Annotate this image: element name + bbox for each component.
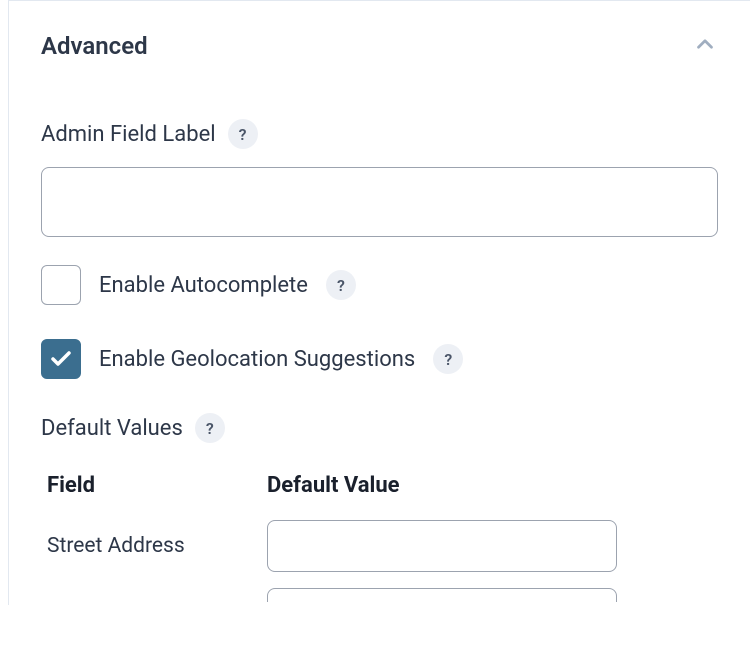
row-value-input[interactable] — [267, 520, 617, 572]
help-icon[interactable]: ? — [195, 413, 225, 443]
table-row — [47, 586, 718, 605]
col-value-header: Default Value — [267, 473, 718, 498]
geolocation-row: Enable Geolocation Suggestions ? — [41, 339, 718, 379]
row-field-label: Street Address — [47, 534, 267, 558]
col-field-header: Field — [47, 473, 267, 498]
admin-field-label-block: Admin Field Label ? — [41, 119, 718, 237]
chevron-up-icon — [692, 31, 718, 61]
table-head: Field Default Value — [47, 473, 718, 498]
help-icon[interactable]: ? — [228, 119, 258, 149]
autocomplete-checkbox[interactable] — [41, 265, 81, 305]
default-values-heading: Default Values — [41, 416, 183, 441]
table-row: Street Address — [47, 520, 718, 572]
help-icon[interactable]: ? — [433, 344, 463, 374]
admin-field-label-input[interactable] — [41, 167, 718, 237]
default-values-table: Field Default Value Street Address — [41, 473, 718, 605]
section-title: Advanced — [41, 32, 148, 60]
help-icon[interactable]: ? — [326, 270, 356, 300]
row-value-input[interactable] — [267, 588, 617, 602]
advanced-panel: Advanced Admin Field Label ? Enable Auto… — [8, 0, 750, 605]
section-body: Admin Field Label ? Enable Autocomplete … — [9, 79, 750, 605]
autocomplete-row: Enable Autocomplete ? — [41, 265, 718, 305]
geolocation-checkbox[interactable] — [41, 339, 81, 379]
geolocation-label: Enable Geolocation Suggestions — [99, 347, 415, 372]
default-values-heading-row: Default Values ? — [41, 413, 718, 443]
autocomplete-label: Enable Autocomplete — [99, 273, 308, 298]
section-header[interactable]: Advanced — [9, 1, 750, 79]
admin-field-label-text: Admin Field Label — [41, 122, 216, 147]
